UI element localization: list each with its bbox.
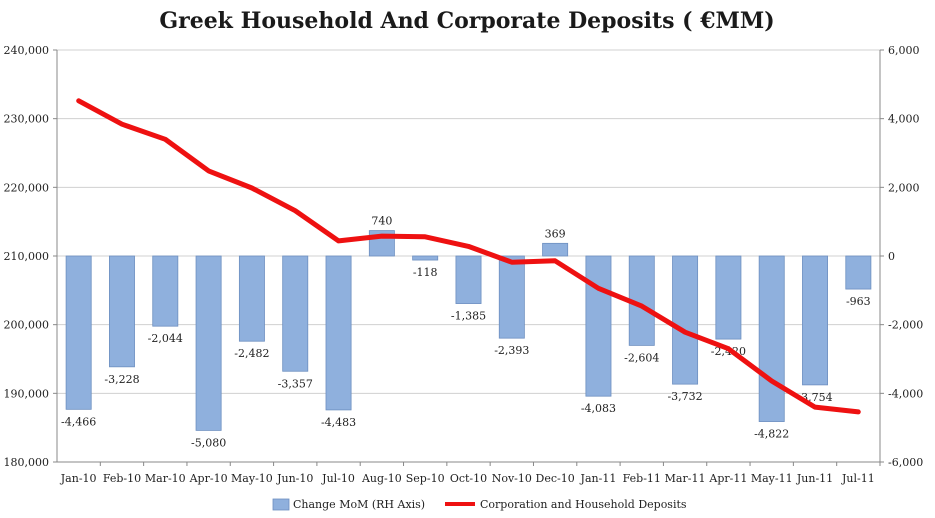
bar [195, 255, 222, 431]
x-axis-tick-label: Feb-11 [623, 472, 661, 485]
bar [715, 255, 742, 340]
left-axis-tick-label: 220,000 [4, 181, 50, 194]
legend-label-line: Corporation and Household Deposits [480, 498, 687, 511]
x-axis-tick-label: Mar-11 [665, 472, 706, 485]
left-axis-tick-label: 240,000 [4, 44, 50, 57]
bar-data-label: -118 [413, 266, 438, 279]
right-axis-tick-label: -2,000 [888, 319, 923, 332]
x-axis-tick-label: Jul-11 [841, 472, 875, 485]
right-axis-tick-label: -4,000 [888, 387, 923, 400]
right-axis-tick-label: -6,000 [888, 456, 923, 469]
right-axis-tick-label: 2,000 [888, 181, 920, 194]
bar-data-label: 369 [545, 227, 566, 240]
x-axis-tick-label: Apr-11 [708, 472, 747, 485]
bar [845, 255, 872, 290]
bar [672, 255, 699, 385]
x-axis-tick-label: Jan-11 [580, 472, 617, 485]
left-axis-tick-label: 210,000 [4, 250, 50, 263]
bar-data-label: -3,228 [104, 373, 139, 386]
bar-data-labels: -4,466 -3,228 -2,044 -5,080 -2,482 -3,357 -4,4… [61, 215, 871, 450]
x-axis-tick-label: Jul-10 [321, 472, 355, 485]
axes: 180,000 190,000 200,000 210,000 220,000 230,0… [4, 44, 924, 485]
x-axis-tick-label: May-11 [751, 472, 793, 485]
bar [498, 255, 525, 339]
bar-data-label: -4,822 [754, 428, 789, 441]
bar-data-label: -2,604 [624, 351, 659, 364]
line-series [76, 98, 861, 415]
legend-swatch-bars [272, 498, 290, 511]
left-axis-tick-label: 180,000 [4, 456, 50, 469]
deposits-line [76, 98, 861, 415]
x-axis-tick-label: Apr-10 [189, 472, 228, 485]
x-axis-tick-label: Sep-10 [406, 472, 445, 485]
bar-data-label: -5,080 [191, 436, 226, 449]
bar-series [65, 230, 872, 431]
bar [758, 255, 785, 422]
bar [542, 242, 569, 257]
left-axis-tick-label: 190,000 [4, 387, 50, 400]
bar-data-label: -4,483 [321, 416, 356, 429]
left-axis-tick-label: 230,000 [4, 113, 50, 126]
bar [238, 255, 265, 342]
bar [585, 255, 612, 397]
bar-data-label: -3,732 [667, 390, 702, 403]
x-axis-tick-label: Feb-10 [103, 472, 141, 485]
bar-data-label: -1,385 [451, 310, 486, 323]
chart-title: Greek Household And Corporate Deposits (… [159, 8, 774, 34]
bar-data-label: -2,044 [148, 332, 183, 345]
bar-data-label: -963 [846, 295, 871, 308]
left-axis-tick-label: 200,000 [4, 319, 50, 332]
bar [325, 255, 352, 411]
bar-data-label: -2,393 [494, 344, 529, 357]
x-axis-tick-label: Nov-10 [492, 472, 532, 485]
x-axis-tick-label: Jun-11 [796, 472, 833, 485]
x-axis-tick-label: May-10 [231, 472, 273, 485]
bar [282, 255, 309, 372]
bar-data-label: -4,466 [61, 415, 96, 428]
bar [412, 255, 439, 261]
bar [109, 255, 135, 368]
x-axis-tick-label: Jan-10 [60, 472, 97, 485]
bar-data-label: 740 [371, 215, 392, 228]
x-axis-tick-label: Dec-10 [536, 472, 575, 485]
bar [802, 255, 828, 386]
bar [152, 255, 179, 327]
bar [455, 255, 482, 304]
legend-label-bars: Change MoM (RH Axis) [293, 498, 425, 511]
bar [65, 255, 92, 410]
bar-data-label: -2,482 [234, 347, 269, 360]
bar-data-label: -4,083 [581, 402, 616, 415]
legend: Change MoM (RH Axis) Corporation and Hou… [272, 498, 687, 511]
x-axis-tick-label: Aug-10 [361, 472, 402, 485]
x-axis-tick-label: Jun-10 [276, 472, 313, 485]
x-axis-tick-label: Oct-10 [450, 472, 487, 485]
bar-data-label: -3,357 [278, 377, 313, 390]
right-axis-tick-label: 6,000 [888, 44, 920, 57]
right-axis-tick-label: 0 [888, 250, 895, 263]
x-axis-tick-label: Mar-10 [145, 472, 186, 485]
right-axis-tick-label: 4,000 [888, 113, 920, 126]
grid [57, 49, 880, 463]
